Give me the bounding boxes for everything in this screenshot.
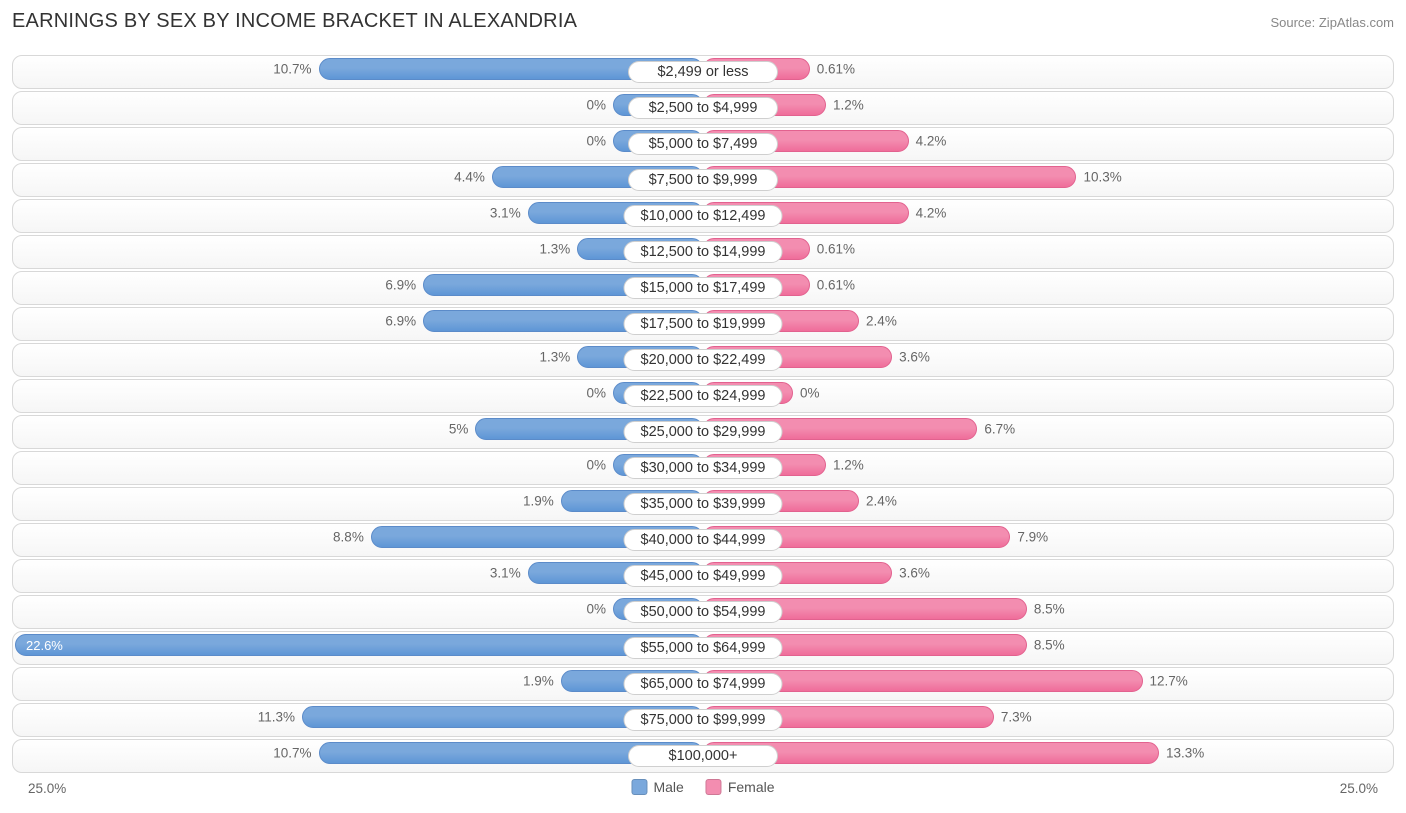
chart-title: EARNINGS BY SEX BY INCOME BRACKET IN ALE…	[12, 10, 577, 33]
female-value-label: 6.7%	[976, 422, 1015, 437]
chart-row: 11.3% 7.3% $75,000 to $99,999	[12, 703, 1394, 737]
male-value-label: 0%	[586, 98, 614, 113]
bracket-label: $2,500 to $4,999	[628, 97, 778, 119]
chart-row: 3.1% 4.2% $10,000 to $12,499	[12, 199, 1394, 233]
male-value-label: 1.9%	[523, 674, 562, 689]
bracket-label: $7,500 to $9,999	[628, 169, 778, 191]
female-value-label: 3.6%	[891, 350, 930, 365]
bracket-label: $100,000+	[628, 745, 778, 767]
male-value-label: 0%	[586, 386, 614, 401]
male-bar: 22.6%	[15, 634, 703, 656]
chart-row: 0% 0% $22,500 to $24,999	[12, 379, 1394, 413]
bracket-label: $17,500 to $19,999	[624, 313, 783, 335]
bracket-label: $55,000 to $64,999	[624, 637, 783, 659]
male-value-label: 6.9%	[385, 314, 424, 329]
female-value-label: 1.2%	[825, 98, 864, 113]
male-value-label: 8.8%	[333, 530, 372, 545]
chart-row: 10.7% 0.61% $2,499 or less	[12, 55, 1394, 89]
male-value-label: 3.1%	[490, 206, 529, 221]
chart-row: 6.9% 2.4% $17,500 to $19,999	[12, 307, 1394, 341]
bracket-label: $25,000 to $29,999	[624, 421, 783, 443]
chart-row: 4.4% 10.3% $7,500 to $9,999	[12, 163, 1394, 197]
chart-row: 1.9% 12.7% $65,000 to $74,999	[12, 667, 1394, 701]
bracket-label: $15,000 to $17,499	[624, 277, 783, 299]
male-value-label: 4.4%	[454, 170, 493, 185]
female-value-label: 0.61%	[809, 242, 855, 257]
female-value-label: 0.61%	[809, 62, 855, 77]
bracket-label: $10,000 to $12,499	[624, 205, 783, 227]
chart-row: 10.7% 13.3% $100,000+	[12, 739, 1394, 773]
bracket-label: $22,500 to $24,999	[624, 385, 783, 407]
male-value-label: 0%	[586, 458, 614, 473]
chart-row: 22.6% 8.5% $55,000 to $64,999	[12, 631, 1394, 665]
legend-item-female: Female	[706, 779, 775, 795]
chart-row: 6.9% 0.61% $15,000 to $17,499	[12, 271, 1394, 305]
legend-female-label: Female	[728, 779, 775, 795]
male-value-label: 10.7%	[273, 62, 319, 77]
bracket-label: $75,000 to $99,999	[624, 709, 783, 731]
chart-row: 0% 8.5% $50,000 to $54,999	[12, 595, 1394, 629]
male-value-label: 10.7%	[273, 746, 319, 761]
female-value-label: 4.2%	[908, 206, 947, 221]
female-value-label: 7.3%	[993, 710, 1032, 725]
header: EARNINGS BY SEX BY INCOME BRACKET IN ALE…	[12, 10, 1394, 33]
chart-row: 1.9% 2.4% $35,000 to $39,999	[12, 487, 1394, 521]
chart-row: 8.8% 7.9% $40,000 to $44,999	[12, 523, 1394, 557]
female-swatch-icon	[706, 779, 722, 795]
male-value-label: 5%	[449, 422, 477, 437]
female-value-label: 4.2%	[908, 134, 947, 149]
female-value-label: 0.61%	[809, 278, 855, 293]
bracket-label: $40,000 to $44,999	[624, 529, 783, 551]
axis-label-right: 25.0%	[1340, 781, 1378, 796]
legend-male-label: Male	[653, 779, 683, 795]
female-value-label: 12.7%	[1142, 674, 1188, 689]
bracket-label: $30,000 to $34,999	[624, 457, 783, 479]
legend: Male Female	[631, 779, 774, 795]
bracket-label: $65,000 to $74,999	[624, 673, 783, 695]
male-value-label: 1.3%	[539, 242, 578, 257]
chart-row: 0% 1.2% $2,500 to $4,999	[12, 91, 1394, 125]
male-swatch-icon	[631, 779, 647, 795]
bracket-label: $50,000 to $54,999	[624, 601, 783, 623]
male-value-label: 6.9%	[385, 278, 424, 293]
bracket-label: $45,000 to $49,999	[624, 565, 783, 587]
chart-row: 1.3% 3.6% $20,000 to $22,499	[12, 343, 1394, 377]
female-value-label: 8.5%	[1026, 638, 1065, 653]
female-value-label: 0%	[792, 386, 820, 401]
female-value-label: 2.4%	[858, 494, 897, 509]
chart-row: 1.3% 0.61% $12,500 to $14,999	[12, 235, 1394, 269]
chart-row: 5% 6.7% $25,000 to $29,999	[12, 415, 1394, 449]
female-value-label: 13.3%	[1158, 746, 1204, 761]
chart-row: 0% 4.2% $5,000 to $7,499	[12, 127, 1394, 161]
bracket-label: $2,499 or less	[628, 61, 778, 83]
male-value-label: 0%	[586, 134, 614, 149]
female-value-label: 3.6%	[891, 566, 930, 581]
chart-row: 0% 1.2% $30,000 to $34,999	[12, 451, 1394, 485]
male-value-label: 0%	[586, 602, 614, 617]
female-value-label: 10.3%	[1075, 170, 1121, 185]
male-value-label: 3.1%	[490, 566, 529, 581]
axis-label-left: 25.0%	[28, 781, 66, 796]
male-value-label: 1.3%	[539, 350, 578, 365]
female-value-label: 8.5%	[1026, 602, 1065, 617]
bracket-label: $35,000 to $39,999	[624, 493, 783, 515]
bracket-label: $5,000 to $7,499	[628, 133, 778, 155]
diverging-bar-chart: 10.7% 0.61% $2,499 or less 0% 1.2% $2,500 to …	[12, 55, 1394, 773]
male-value-label: 11.3%	[258, 710, 303, 725]
chart-row: 3.1% 3.6% $45,000 to $49,999	[12, 559, 1394, 593]
female-value-label: 2.4%	[858, 314, 897, 329]
female-value-label: 1.2%	[825, 458, 864, 473]
chart-footer: 25.0% Male Female 25.0%	[12, 779, 1394, 805]
bracket-label: $20,000 to $22,499	[624, 349, 783, 371]
male-value-label: 22.6%	[16, 638, 73, 653]
bracket-label: $12,500 to $14,999	[624, 241, 783, 263]
source-label: Source: ZipAtlas.com	[1270, 15, 1394, 30]
male-value-label: 1.9%	[523, 494, 562, 509]
female-value-label: 7.9%	[1009, 530, 1048, 545]
legend-item-male: Male	[631, 779, 683, 795]
